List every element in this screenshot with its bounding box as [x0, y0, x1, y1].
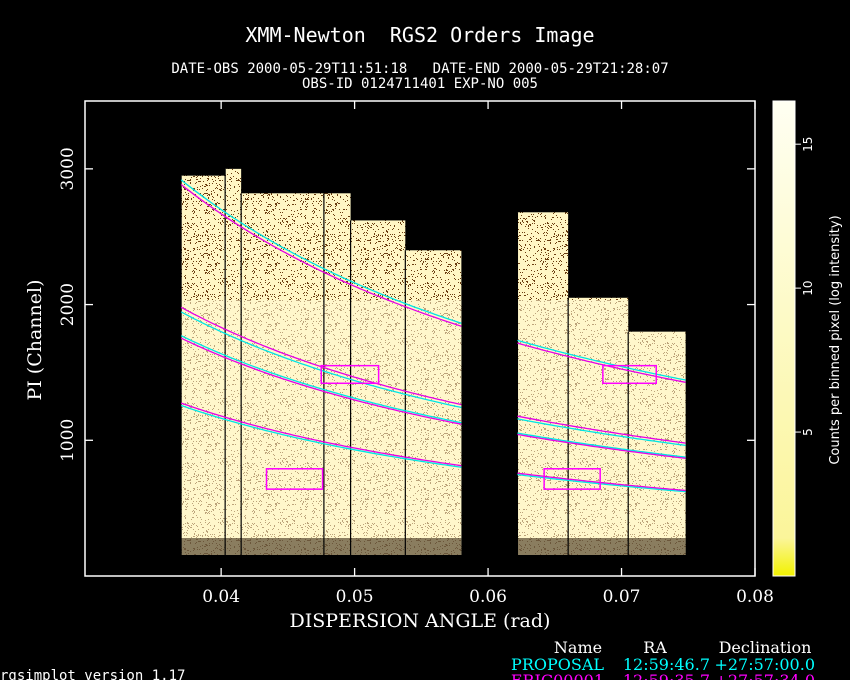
legend-header-dec: Declination	[719, 638, 812, 657]
x-axis-label: DISPERSION ANGLE (rad)	[290, 610, 551, 632]
legend-row-2-ra: 12:59:35.7	[623, 671, 710, 680]
detector-bottom-strip-1	[181, 538, 226, 555]
detector-dense-1	[181, 300, 226, 555]
detector-dense-7	[517, 300, 569, 555]
version-footer: rgsimplot version 1.17	[0, 668, 185, 680]
region-1-boundary-2-2	[517, 342, 686, 383]
spectral-region-2	[180, 335, 686, 493]
legend-header-ra: RA	[643, 638, 667, 657]
chart-subtitle-line2: OBS-ID 0124711401 EXP-NO 005	[302, 76, 538, 92]
detector-bottom-strip-5	[350, 538, 406, 555]
region-2-boundary-3-2	[517, 473, 686, 493]
colorbar-tick-label: 10	[801, 280, 815, 295]
plot-area	[180, 168, 686, 556]
chart-subtitle-line1: DATE-OBS 2000-05-29T11:51:18 DATE-END 20…	[171, 61, 668, 77]
detector-bottom-strip-2	[225, 538, 242, 555]
detector-dense-5	[350, 300, 406, 555]
region-2-boundary-2-2	[517, 433, 686, 459]
region-1-boundary-3-2	[517, 418, 686, 447]
y-axis-label: PI (Channel)	[24, 279, 46, 400]
region-1-boundary-2-1	[180, 183, 462, 327]
x-axis: 0.04 0.05 0.06 0.07 0.08	[202, 101, 774, 607]
region-1-boundary-4-2	[517, 415, 686, 444]
x-tick-label: 0.04	[202, 587, 240, 607]
region-2-boundary-1-1	[180, 335, 462, 424]
detector-bottom-strip-9	[628, 538, 686, 555]
background-box-3	[602, 364, 657, 385]
y-tick-label: 3000	[58, 147, 78, 190]
detector-bottom-strip-4	[323, 538, 351, 555]
region-1-boundary-1-1	[180, 179, 462, 324]
region-1-boundary-1-2	[517, 339, 686, 381]
spectral-region-1	[180, 179, 686, 447]
colorbar-label: Counts per binned pixel (log intensity)	[828, 215, 843, 464]
detector-bottom-strip-3	[241, 538, 324, 555]
legend-row-2-name: ERIC00001	[511, 671, 604, 680]
region-2-boundary-4-1	[180, 402, 462, 467]
region-2-boundary-1-2	[517, 432, 686, 458]
chart-title: XMM-Newton RGS2 Orders Image	[245, 23, 594, 47]
legend-row-1-ra: 12:59:46.7	[623, 655, 710, 674]
x-tick-label: 0.06	[469, 587, 507, 607]
detector-bottom-strip-8	[568, 538, 629, 555]
detector-bottom-strip-7	[517, 538, 569, 555]
y-tick-label: 2000	[58, 283, 78, 326]
legend-row-1-dec: +27:57:00.0	[714, 655, 815, 674]
detector-bottom-strip-6	[405, 538, 462, 555]
title-block: XMM-Newton RGS2 Orders Image DATE-OBS 20…	[171, 23, 668, 92]
colorbar-tick-label: 15	[801, 137, 815, 152]
y-tick-label: 1000	[58, 419, 78, 462]
detector-dense-4	[323, 300, 351, 555]
plot-frame	[84, 100, 756, 577]
region-2-boundary-2-1	[180, 337, 462, 425]
background-box-2	[265, 468, 324, 490]
region-2-boundary-3-1	[180, 404, 462, 468]
legend-row-2-dec: +27:57:34.0	[714, 671, 815, 680]
x-tick-label: 0.05	[336, 587, 374, 607]
y-axis: 1000 2000 3000	[58, 147, 755, 462]
colorbar: 5 10 15 Counts per binned pixel (log intens…	[772, 100, 843, 577]
background-box-1	[320, 364, 380, 385]
x-tick-label: 0.08	[736, 587, 774, 607]
background-box-4	[543, 468, 601, 490]
colorbar-tick-label: 5	[801, 428, 815, 436]
colorbar-gradient	[772, 100, 796, 577]
legend-row-1-name: PROPOSAL	[511, 655, 604, 674]
region-2-boundary-4-2	[517, 472, 686, 492]
legend-header-name: Name	[554, 638, 602, 657]
detector-dense-6	[405, 300, 462, 555]
x-tick-label: 0.07	[603, 587, 641, 607]
detector-dense-2	[225, 300, 242, 555]
